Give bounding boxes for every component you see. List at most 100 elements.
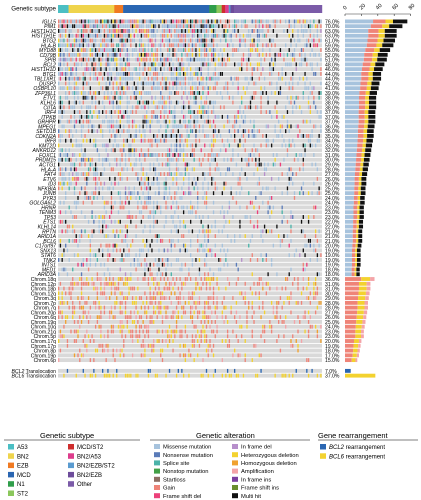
alteration-cell bbox=[184, 310, 187, 315]
alteration-cell bbox=[98, 52, 100, 57]
alteration-cell bbox=[124, 195, 127, 200]
alteration-cell bbox=[207, 71, 209, 76]
alteration-cell bbox=[63, 38, 65, 43]
alteration-cell bbox=[270, 43, 273, 48]
alteration-cell bbox=[309, 315, 311, 320]
alteration-cell bbox=[237, 353, 239, 358]
alteration-cell bbox=[65, 229, 67, 234]
alteration-cell bbox=[197, 315, 199, 320]
alteration-cell bbox=[179, 62, 181, 67]
alteration-cell bbox=[156, 57, 158, 62]
row-cells-35 bbox=[58, 186, 320, 191]
alteration-cell bbox=[202, 19, 204, 24]
alteration-cell bbox=[174, 29, 176, 33]
alteration-cell bbox=[146, 195, 148, 200]
alteration-cell bbox=[175, 315, 178, 320]
alteration-cell bbox=[102, 224, 104, 229]
alteration-cell bbox=[182, 114, 185, 119]
alteration-cell bbox=[313, 95, 315, 100]
alteration-cell bbox=[119, 310, 121, 315]
alteration-cell bbox=[198, 129, 201, 134]
alteration-cell bbox=[105, 148, 107, 153]
row-bar-segment-36-1 bbox=[354, 191, 359, 196]
alteration-cell bbox=[221, 300, 223, 305]
alteration-cell bbox=[188, 133, 190, 138]
alteration-cell bbox=[70, 24, 72, 29]
alteration-cell bbox=[265, 43, 267, 48]
alteration-cell bbox=[72, 172, 74, 177]
alteration-cell bbox=[158, 339, 160, 343]
alteration-cell bbox=[272, 153, 275, 157]
alteration-cell bbox=[211, 148, 213, 153]
row-bar-segment-51-3 bbox=[356, 262, 361, 267]
alteration-cell bbox=[272, 19, 275, 24]
alteration-cell bbox=[135, 172, 137, 177]
alteration-cell bbox=[179, 119, 181, 124]
alteration-cell bbox=[72, 48, 74, 52]
alteration-cell bbox=[204, 48, 206, 52]
legend-subtype-swatch-6 bbox=[8, 471, 14, 478]
alteration-cell bbox=[121, 157, 123, 162]
alteration-cell bbox=[165, 62, 167, 67]
alteration-cell bbox=[84, 33, 86, 38]
alteration-cell bbox=[242, 86, 245, 91]
alteration-cell bbox=[154, 95, 157, 100]
alteration-cell bbox=[138, 48, 141, 52]
translocation-cell bbox=[84, 373, 86, 378]
alteration-cell bbox=[241, 24, 243, 29]
alteration-cell bbox=[154, 52, 157, 57]
alteration-cell bbox=[202, 29, 204, 33]
alteration-cell bbox=[223, 210, 225, 215]
alteration-cell bbox=[211, 320, 213, 324]
alteration-cell bbox=[160, 48, 162, 52]
alteration-cell bbox=[147, 191, 150, 196]
alteration-cell bbox=[190, 219, 192, 224]
alteration-cell bbox=[219, 71, 222, 76]
alteration-cell bbox=[237, 91, 239, 95]
legend-subtype-label-9: Other bbox=[77, 482, 92, 488]
alteration-cell bbox=[73, 110, 76, 114]
alteration-cell bbox=[269, 229, 271, 234]
alteration-cell bbox=[174, 19, 176, 24]
row-label-17: KLHL6 bbox=[40, 100, 56, 106]
row-bar-segment-14-2 bbox=[366, 86, 371, 91]
alteration-cell bbox=[66, 300, 69, 305]
alteration-cell bbox=[246, 62, 248, 67]
alteration-cell bbox=[124, 138, 127, 143]
alteration-cell bbox=[79, 114, 81, 119]
alteration-cell bbox=[179, 38, 181, 43]
row-pct-61: 27.0% bbox=[325, 310, 340, 316]
alteration-cell bbox=[309, 119, 311, 124]
alteration-cell bbox=[156, 81, 158, 86]
alteration-cell bbox=[223, 320, 225, 324]
alteration-cell bbox=[75, 238, 77, 243]
alteration-cell bbox=[168, 186, 171, 191]
alteration-cell bbox=[58, 339, 60, 343]
alteration-cell bbox=[102, 215, 104, 219]
alteration-cell bbox=[212, 300, 215, 305]
alteration-cell bbox=[138, 71, 141, 76]
alteration-cell bbox=[278, 71, 280, 76]
alteration-cell bbox=[244, 291, 246, 296]
alteration-cell bbox=[126, 81, 128, 86]
alteration-cell bbox=[140, 353, 143, 358]
alteration-cell bbox=[107, 334, 109, 339]
alteration-cell bbox=[91, 334, 93, 339]
alteration-cell bbox=[168, 296, 171, 301]
alteration-cell bbox=[191, 258, 194, 262]
alteration-cell bbox=[260, 62, 262, 67]
alteration-cell bbox=[70, 329, 72, 334]
alteration-cell bbox=[267, 95, 269, 100]
alteration-cell bbox=[144, 114, 146, 119]
alteration-cell bbox=[283, 234, 285, 239]
alteration-cell bbox=[276, 114, 278, 119]
legend-rearrangement-title: Gene rearrangement bbox=[318, 431, 389, 440]
alteration-cell bbox=[205, 191, 208, 196]
alteration-cell bbox=[146, 124, 148, 129]
alteration-cell bbox=[320, 81, 322, 86]
alteration-cell bbox=[251, 148, 253, 153]
alteration-cell bbox=[188, 210, 190, 215]
legend-alteration-swatch-3 bbox=[232, 452, 238, 458]
alteration-cell bbox=[163, 186, 165, 191]
alteration-cell bbox=[112, 119, 114, 124]
